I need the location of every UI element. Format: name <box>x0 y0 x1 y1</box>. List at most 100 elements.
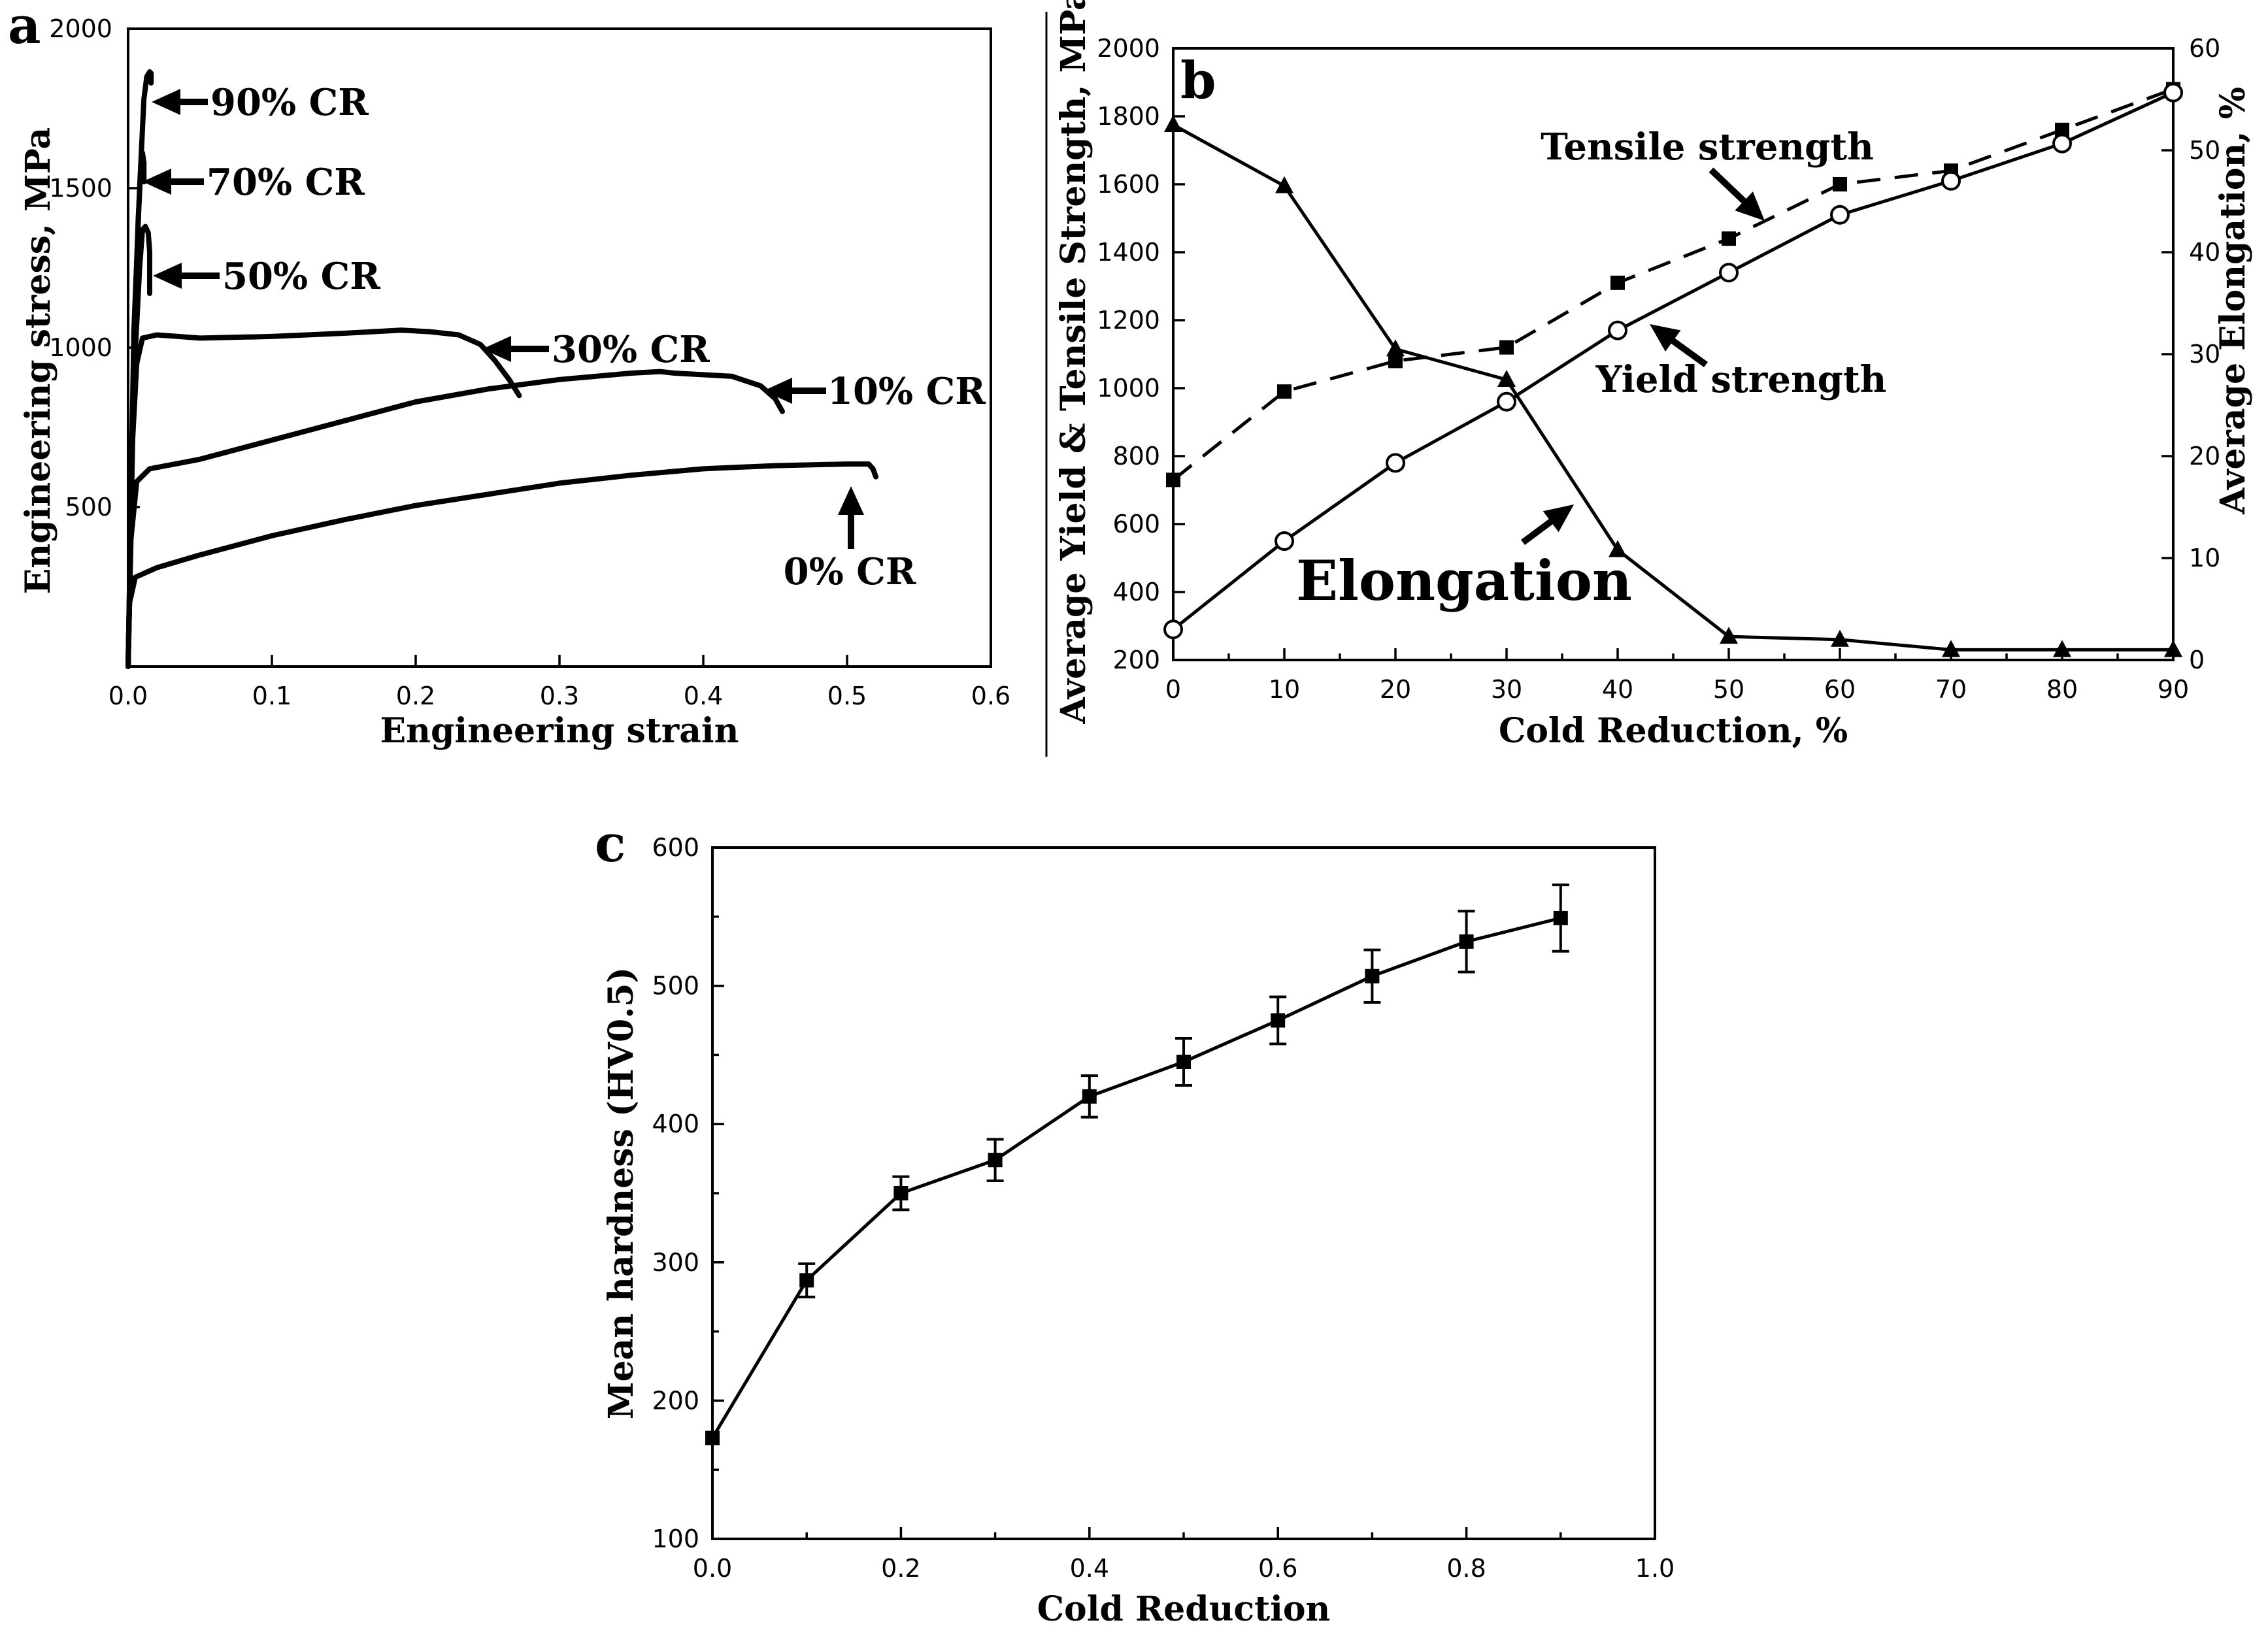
y-right-tick-label-b: 30 <box>2189 340 2220 369</box>
annotation-arrow-b-head <box>1650 324 1681 352</box>
y-right-tick-label-b: 60 <box>2189 34 2220 63</box>
stress-strain-curve-0cr <box>125 461 878 669</box>
tensile-strength-point <box>1610 275 1625 290</box>
x-tick-label-c: 0.6 <box>1258 1554 1297 1583</box>
x-tick-label-c: 0.0 <box>693 1554 732 1583</box>
y-tick-label-b: 200 <box>1112 646 1160 674</box>
y-tick-label-c: 300 <box>652 1248 699 1277</box>
hardness-point <box>988 1153 1003 1168</box>
y-axis-label-a: Engineering stress, MPa <box>18 127 58 594</box>
elongation-line <box>1172 123 2173 652</box>
x-axis-label-b: Cold Reduction, % <box>1499 711 1848 751</box>
tensile-strength-point <box>1166 472 1180 487</box>
yield-strength-line <box>1172 91 2175 631</box>
x-tick-label-c: 0.4 <box>1070 1554 1109 1583</box>
x-tick-label-c: 0.2 <box>881 1554 920 1583</box>
x-tick-label-b: 40 <box>1602 675 1633 704</box>
hardness-point <box>705 1430 720 1445</box>
y-tick-label-b: 1400 <box>1097 238 1160 267</box>
hardness-point <box>1365 968 1380 983</box>
x-tick-label-b: 20 <box>1380 675 1411 704</box>
y-tick-label-b: 1800 <box>1097 102 1160 131</box>
y-tick-label-b: 1600 <box>1097 170 1160 199</box>
annotation-arrow-b-head <box>1543 504 1574 533</box>
panel-label-b: b <box>1180 51 1216 110</box>
x-tick-label-b: 70 <box>1935 675 1967 704</box>
annotation-arrow-a-head <box>482 336 511 362</box>
x-tick-label-b: 10 <box>1269 675 1300 704</box>
elongation-point <box>1720 627 1738 644</box>
panel-label-c: c <box>595 814 626 874</box>
elongation-point <box>1831 629 1849 647</box>
annotation-a-1: 70% CR <box>207 161 365 204</box>
y-tick-label-c: 500 <box>652 972 699 1000</box>
yield-strength-point <box>1608 320 1627 340</box>
elongation-point <box>1164 115 1182 132</box>
elongation-point <box>1609 540 1627 557</box>
annotation-a-2: 50% CR <box>222 255 380 298</box>
annotation-a-4: 10% CR <box>827 370 986 413</box>
annotation-arrow-a-head <box>763 378 792 404</box>
y-tick-label-c: 100 <box>652 1525 699 1553</box>
y-tick-label-c: 200 <box>652 1386 699 1415</box>
elongation-point <box>1942 640 1960 657</box>
x-tick-label-b: 60 <box>1824 675 1856 704</box>
y-tick-label-c: 600 <box>652 833 699 862</box>
annotation-arrow-a-head <box>153 263 182 289</box>
x-tick-label-b: 80 <box>2046 675 2078 704</box>
yield-strength-point <box>1719 263 1739 283</box>
y-axis-label-b: Average Yield & Tensile Strength, MPa <box>1054 0 1093 725</box>
hardness-point <box>1459 934 1474 949</box>
hardness-point <box>1553 910 1568 925</box>
yield-strength-point <box>2052 133 2072 154</box>
y-tick-label-b: 800 <box>1112 442 1160 470</box>
x-tick-label-b: 50 <box>1713 675 1744 704</box>
x-axis-label-c: Cold Reduction <box>1037 1589 1331 1629</box>
panel-a: 0.0 0.1 0.2 0.3 0.4 0.5 0.6 500 1000 1500 2000 Engi… <box>8 0 1010 751</box>
x-tick-label-a: 0.5 <box>827 682 867 710</box>
y-tick-label-a: 1500 <box>49 174 112 203</box>
x-tick-label-b: 0 <box>1165 675 1181 704</box>
hardness-point <box>1082 1089 1097 1104</box>
yield-strength-point <box>2163 82 2183 103</box>
annotation-arrow-a-head <box>142 169 171 195</box>
elongation-point <box>1497 370 1516 387</box>
annotation-a-5: 0% CR <box>784 550 916 593</box>
panel-b: 0 10 20 30 40 50 60 70 80 90 200 400 600 800 1000 1200 1… <box>1054 0 2253 751</box>
y-tick-label-b: 1200 <box>1097 306 1160 335</box>
x-axis-label-a: Engineering strain <box>380 711 739 751</box>
y-tick-label-b: 1000 <box>1097 374 1160 403</box>
elongation-point <box>2053 640 2071 657</box>
yield-strength-point <box>1275 531 1294 551</box>
annotation-arrow-a-head <box>152 89 180 115</box>
y-tick-label-b: 400 <box>1112 578 1160 606</box>
y-right-tick-label-b: 20 <box>2189 442 2220 470</box>
tensile-strength-point <box>1499 340 1514 355</box>
x-tick-label-b: 90 <box>2158 675 2189 704</box>
annotation-yield-strength: Yield strength <box>1595 358 1887 401</box>
x-tick-label-a: 0.4 <box>684 682 723 710</box>
y-tick-label-a: 1000 <box>49 333 112 362</box>
annotation-arrow-b-shaft <box>1521 519 1553 546</box>
annotation-a-3: 30% CR <box>552 328 710 371</box>
annotation-elongation: Elongation <box>1296 548 1632 613</box>
y-right-tick-label-b: 50 <box>2189 136 2220 165</box>
annotation-a-0: 90% CR <box>210 81 369 124</box>
panel-c: 0.0 0.2 0.4 0.6 0.8 1.0 100 200 300 400 500 600 Cold… <box>595 814 1675 1629</box>
hardness-point <box>1271 1013 1286 1028</box>
stress-strain-curve-10cr <box>125 369 785 669</box>
y-tick-label-b: 2000 <box>1097 34 1160 63</box>
elongation-point <box>1275 176 1293 193</box>
yield-strength-point <box>1830 205 1850 225</box>
tensile-strength-line <box>1172 88 2174 482</box>
stress-strain-curve-90cr <box>125 69 154 669</box>
tensile-strength-point <box>1722 231 1736 246</box>
y-tick-label-b: 600 <box>1112 510 1160 538</box>
tensile-strength-point <box>1833 177 1847 191</box>
annotation-arrow-b-head <box>1735 191 1765 221</box>
hardness-point <box>1176 1054 1191 1069</box>
elongation-point <box>1386 339 1405 357</box>
x-tick-label-a: 0.2 <box>396 682 435 710</box>
annotation-tensile-strength: Tensile strength <box>1541 125 1874 169</box>
x-tick-label-a: 0.1 <box>252 682 292 710</box>
